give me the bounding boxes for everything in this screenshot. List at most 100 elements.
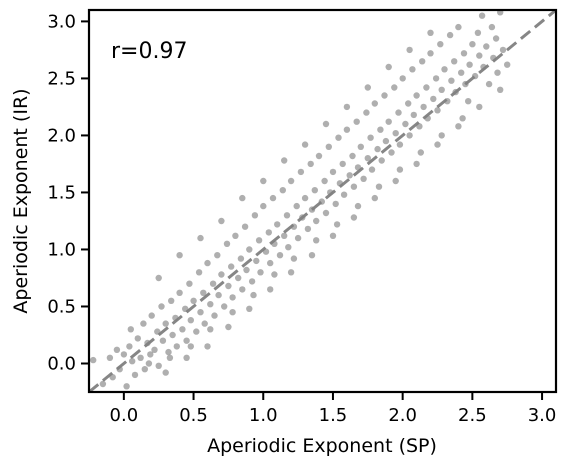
scatter-point <box>405 100 412 107</box>
scatter-point <box>197 309 204 316</box>
scatter-point <box>367 134 374 141</box>
points-layer <box>90 9 511 390</box>
scatter-point <box>176 252 183 259</box>
scatter-point <box>364 155 371 162</box>
scatter-point <box>223 240 231 247</box>
x-tick-label: 0.5 <box>179 405 208 426</box>
scatter-point <box>329 168 337 176</box>
x-tick-label: 2.0 <box>388 405 417 426</box>
scatter-point <box>434 107 441 114</box>
scatter-point <box>353 118 360 125</box>
scatter-point <box>371 194 378 202</box>
scatter-point <box>357 143 364 150</box>
scatter-point <box>325 143 332 150</box>
scatter-point <box>215 291 222 299</box>
y-axis-label: Aperiodic Exponent (IR) <box>10 88 32 313</box>
scatter-point <box>438 86 445 94</box>
scatter-point <box>346 172 353 179</box>
scatter-point <box>476 103 483 111</box>
scatter-point <box>391 84 398 91</box>
scatter-point <box>460 50 468 57</box>
scatter-point <box>204 343 211 350</box>
scatter-point <box>293 202 300 210</box>
scatter-point <box>465 98 472 105</box>
scatter-point <box>301 141 309 148</box>
scatter-point <box>134 335 141 342</box>
scatter-point <box>126 343 133 350</box>
scatter-point <box>269 194 277 202</box>
scatter-point <box>417 149 424 156</box>
scatter-point <box>218 217 225 225</box>
scatter-point <box>423 84 430 91</box>
scatter-point <box>488 23 496 31</box>
scatter-point <box>371 100 378 107</box>
scatter-point <box>294 234 302 242</box>
scatter-point <box>162 369 169 376</box>
scatter-point <box>255 237 263 244</box>
scatter-point <box>304 225 312 233</box>
scatter-point <box>151 346 158 353</box>
scatter-point <box>99 380 107 388</box>
scatter-point <box>287 269 295 276</box>
scatter-point <box>368 166 376 173</box>
scatter-point <box>197 234 204 242</box>
scatter-point <box>168 297 175 304</box>
x-axis: 0.0 0.5 1.0 1.5 2.0 2.5 3.0 <box>110 392 556 426</box>
scatter-point <box>313 217 320 225</box>
scatter-point <box>232 232 239 239</box>
scatter-point <box>413 160 420 168</box>
scatter-point <box>455 123 462 130</box>
scatter-point <box>229 294 236 301</box>
scatter-point <box>321 177 328 185</box>
scatter-point <box>241 223 249 230</box>
scatter-point <box>497 86 504 94</box>
scatter-point <box>183 337 190 344</box>
scatter-point <box>343 103 351 111</box>
scatter-point <box>385 118 392 125</box>
scatter-point <box>145 360 153 367</box>
scatter-point <box>335 134 342 141</box>
scatter-point <box>140 320 147 327</box>
scatter-point <box>225 323 232 331</box>
scatter-point <box>239 194 246 202</box>
scatter-point <box>409 66 416 73</box>
scatter-point <box>113 346 121 353</box>
scatter-point <box>485 80 493 88</box>
x-tick-label: 1.5 <box>319 405 348 426</box>
y-tick-label: 2.0 <box>47 125 76 146</box>
scatter-point <box>329 232 337 239</box>
scatter-point <box>129 358 136 365</box>
scatter-point <box>229 309 236 316</box>
scatter-point <box>285 244 292 251</box>
x-tick-label: 1.0 <box>249 405 278 426</box>
scatter-point <box>183 354 190 361</box>
scatter-point <box>364 84 371 91</box>
scatter-point <box>343 126 351 133</box>
scatter-point <box>315 152 323 160</box>
scatter-point <box>211 312 218 319</box>
scatter-point <box>396 141 404 148</box>
scatter-point <box>237 255 245 262</box>
scatter-point <box>322 209 330 217</box>
scatter-point <box>158 303 165 310</box>
scatter-point <box>448 77 455 84</box>
y-tick-label: 2.5 <box>47 68 76 89</box>
scatter-point <box>207 301 214 308</box>
scatter-point <box>106 354 114 361</box>
scatter-point <box>441 66 448 73</box>
scatter-point <box>388 149 395 156</box>
scatter-point <box>290 255 298 262</box>
scatter-point <box>179 326 186 333</box>
scatter-point <box>193 328 200 335</box>
scatter-point <box>413 92 420 99</box>
scatter-point <box>201 320 208 327</box>
scatter-point <box>176 289 183 296</box>
scatter-point <box>494 69 501 76</box>
scatter-point <box>246 246 253 253</box>
scatter-point <box>420 103 427 111</box>
scatter-point <box>374 145 381 153</box>
scatter-point <box>396 166 404 173</box>
scatter-point <box>159 337 167 344</box>
scatter-point <box>250 291 257 299</box>
